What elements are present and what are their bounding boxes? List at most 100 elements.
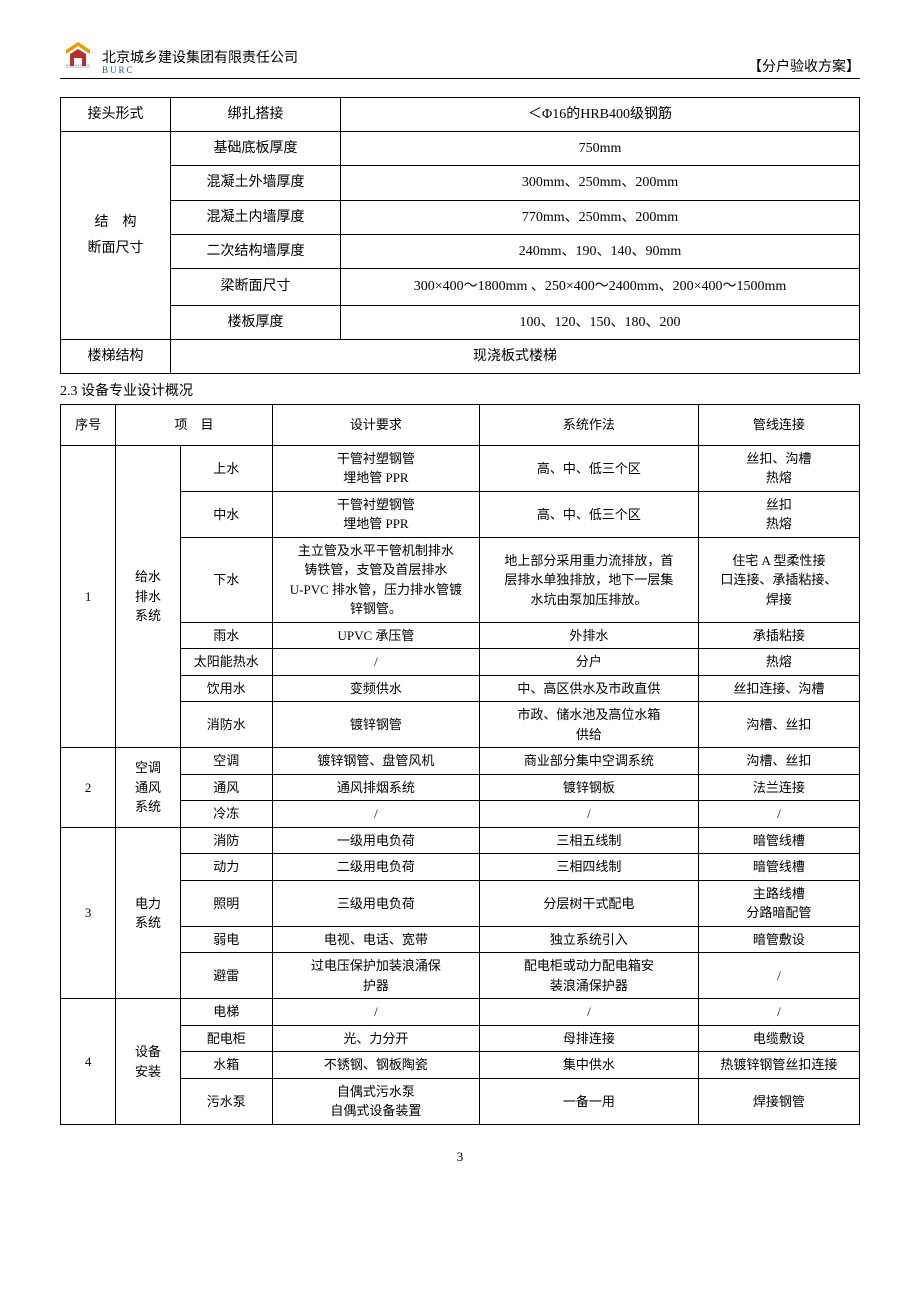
cell: 自偶式污水泵 自偶式设备装置 [272,1078,479,1124]
table-row: 通风 通风排烟系统 镀锌钢板 法兰连接 [61,774,860,801]
cell: 高、中、低三个区 [480,445,699,491]
cell: / [698,953,859,999]
table-row: 动力 二级用电负荷 三相四线制 暗管线槽 [61,854,860,881]
cell: 100、120、150、180、200 [341,305,860,339]
cell: 饮用水 [180,675,272,702]
cell: 热镀锌钢管丝扣连接 [698,1052,859,1079]
table-row: 冷冻 / / / [61,801,860,828]
cell: 干管衬塑钢管 埋地管 PPR [272,445,479,491]
cell: 三级用电负荷 [272,880,479,926]
cell: 沟槽、丝扣 [698,748,859,775]
table-row: 太阳能热水 / 分户 热熔 [61,649,860,676]
cell: 上水 [180,445,272,491]
table-row: 中水 干管衬塑钢管 埋地管 PPR 高、中、低三个区 丝扣 热熔 [61,491,860,537]
cell-category: 空调 通风 系统 [116,748,180,828]
cell: 丝扣连接、沟槽 [698,675,859,702]
cell: 一级用电负荷 [272,827,479,854]
cell: 弱电 [180,926,272,953]
cell: 沟槽、丝扣 [698,702,859,748]
table-row: 二次结构墙厚度 240mm、190、140、90mm [61,234,860,268]
cell: 冷冻 [180,801,272,828]
cell: 一备一用 [480,1078,699,1124]
cell: 干管衬塑钢管 埋地管 PPR [272,491,479,537]
cell: 电缆敷设 [698,1025,859,1052]
table-row: 饮用水 变频供水 中、高区供水及市政直供 丝扣连接、沟槽 [61,675,860,702]
cell: 现浇板式楼梯 [171,340,860,374]
table-row: 水箱 不锈钢、钢板陶瓷 集中供水 热镀锌钢管丝扣连接 [61,1052,860,1079]
cell: 混凝土外墙厚度 [171,166,341,200]
section-title: 2.3 设备专业设计概况 [60,380,860,400]
cell-category: 给水 排水 系统 [116,445,180,748]
cell: 配电柜或动力配电箱安 装浪涌保护器 [480,953,699,999]
cell: 分户 [480,649,699,676]
cell: 不锈钢、钢板陶瓷 [272,1052,479,1079]
table-row: 2 空调 通风 系统 空调 镀锌钢管、盘管风机 商业部分集中空调系统 沟槽、丝扣 [61,748,860,775]
cell: 240mm、190、140、90mm [341,234,860,268]
table-row: 楼板厚度 100、120、150、180、200 [61,305,860,339]
cell: 变频供水 [272,675,479,702]
cell: 水箱 [180,1052,272,1079]
cell-num: 4 [61,999,116,1125]
cell: 750mm [341,132,860,166]
cell: 消防水 [180,702,272,748]
cell: 楼板厚度 [171,305,341,339]
cell: 法兰连接 [698,774,859,801]
cell: 混凝土内墙厚度 [171,200,341,234]
cell: 市政、储水池及高位水箱 供给 [480,702,699,748]
cell: 高、中、低三个区 [480,491,699,537]
cell: 分层树干式配电 [480,880,699,926]
table-row: 照明 三级用电负荷 分层树干式配电 主路线槽 分路暗配管 [61,880,860,926]
cell: 住宅 A 型柔性接 口连接、承插粘接、 焊接 [698,537,859,622]
page-number: 3 [60,1149,860,1165]
cell-category: 电力 系统 [116,827,180,999]
table-row: 3 电力 系统 消防 一级用电负荷 三相五线制 暗管线槽 [61,827,860,854]
cell: 镀锌钢管、盘管风机 [272,748,479,775]
cell: 楼梯结构 [61,340,171,374]
table-row: 避雷 过电压保护加装浪涌保 护器 配电柜或动力配电箱安 装浪涌保护器 / [61,953,860,999]
cell: 通风 [180,774,272,801]
doc-tag: 【分户验收方案】 [748,56,860,76]
table-row: 1 给水 排水 系统 上水 干管衬塑钢管 埋地管 PPR 高、中、低三个区 丝扣… [61,445,860,491]
logo-block: 北京城乡建设集团有限责任公司 BURC [60,40,298,76]
cell: 二次结构墙厚度 [171,234,341,268]
cell-num: 1 [61,445,116,748]
cell: 暗管敷设 [698,926,859,953]
cell: 独立系统引入 [480,926,699,953]
cell: 中、高区供水及市政直供 [480,675,699,702]
cell: 下水 [180,537,272,622]
company-name: 北京城乡建设集团有限责任公司 [102,51,298,66]
th: 项 目 [116,405,273,446]
cell: 过电压保护加装浪涌保 护器 [272,953,479,999]
th: 序号 [61,405,116,446]
cell: 接头形式 [61,98,171,132]
cell: 主立管及水平干管机制排水 铸铁管，支管及首层排水 U-PVC 排水管，压力排水管… [272,537,479,622]
cell: 太阳能热水 [180,649,272,676]
table-row: 雨水 UPVC 承压管 外排水 承插粘接 [61,622,860,649]
cell: 动力 [180,854,272,881]
company-stack: 北京城乡建设集团有限责任公司 BURC [102,51,298,76]
cell: 污水泵 [180,1078,272,1124]
cell-num: 3 [61,827,116,999]
table-row: 梁断面尺寸 300×400～1800mm 、250×400～2400mm、200… [61,268,860,305]
cell: 照明 [180,880,272,926]
cell: 三相四线制 [480,854,699,881]
cell: 地上部分采用重力流排放，首 层排水单独排放，地下一层集 水坑由泵加压排放。 [480,537,699,622]
th: 管线连接 [698,405,859,446]
structure-table: 接头形式 绑扎搭接 ＜Φ16的HRB400级钢筋 结 构 断面尺寸 基础底板厚度… [60,97,860,374]
cell: / [272,801,479,828]
cell: / [272,999,479,1026]
cell: 结 构 断面尺寸 [61,132,171,340]
cell: 热熔 [698,649,859,676]
cell: / [272,649,479,676]
table-header-row: 序号 项 目 设计要求 系统作法 管线连接 [61,405,860,446]
cell: 丝扣 热熔 [698,491,859,537]
cell: 商业部分集中空调系统 [480,748,699,775]
cell: 避雷 [180,953,272,999]
page-header: 北京城乡建设集团有限责任公司 BURC 【分户验收方案】 [60,40,860,79]
cell: 暗管线槽 [698,827,859,854]
cell-category: 设备 安装 [116,999,180,1125]
cell: 集中供水 [480,1052,699,1079]
cell: 梁断面尺寸 [171,268,341,305]
cell: / [698,801,859,828]
cell: 焊接钢管 [698,1078,859,1124]
